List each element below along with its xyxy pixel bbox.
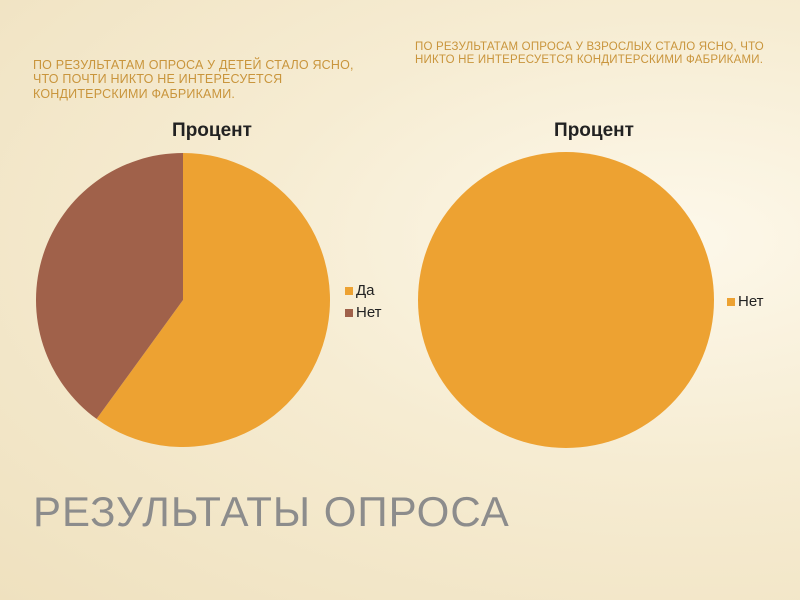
- legend-label: Нет: [356, 304, 382, 321]
- pie-slice: [418, 152, 714, 448]
- legend-swatch: [345, 309, 353, 317]
- caption: ПО РЕЗУЛЬТАТАМ ОПРОСА У ДЕТЕЙ СТАЛО ЯСНО…: [33, 58, 354, 101]
- legend-label: Нет: [738, 293, 764, 310]
- legend-swatch: [727, 298, 735, 306]
- caption: ПО РЕЗУЛЬТАТАМ ОПРОСА У ВЗРОСЛЫХ СТАЛО Я…: [415, 41, 764, 67]
- legend-label: Да: [356, 282, 375, 299]
- pie-slice: [96, 153, 331, 447]
- slide-title: РЕЗУЛЬТАТЫ ОПРОСА: [33, 488, 510, 535]
- legend-swatch: [345, 287, 353, 295]
- chart-title: Процент: [172, 120, 252, 141]
- pie-slice: [35, 153, 183, 419]
- chart-title: Процент: [554, 120, 634, 141]
